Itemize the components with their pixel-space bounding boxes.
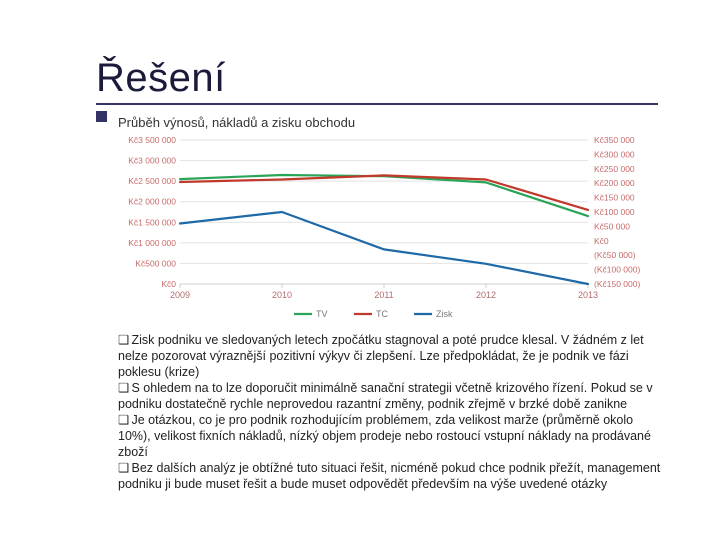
page-title: Řešení <box>96 56 658 105</box>
chart-subtitle: Průběh výnosů, nákladů a zisku obchodu <box>118 115 658 130</box>
chart-svg: Kč0 Kč500 000 Kč1 000 000 Kč1 500 000 Kč2 00… <box>118 134 648 324</box>
svg-text:Kč500 000: Kč500 000 <box>135 258 176 268</box>
accent-square-icon <box>96 111 107 122</box>
bullet-list: ❑ Zisk podniku ve sledovaných letech zpo… <box>118 332 663 492</box>
bullet-marker-icon: ❑ <box>118 332 128 348</box>
bullet-text: Je otázkou, co je pro podnik rozhodující… <box>118 413 651 459</box>
svg-text:2013: 2013 <box>578 290 598 300</box>
svg-text:2012: 2012 <box>476 290 496 300</box>
bullet-text: Zisk podniku ve sledovaných letech zpočá… <box>118 333 644 379</box>
svg-text:Kč2 500 000: Kč2 500 000 <box>128 176 176 186</box>
slide: Řešení Průběh výnosů, nákladů a zisku ob… <box>0 0 720 540</box>
bullet-text: Bez dalších analýz je obtížné tuto situa… <box>118 461 660 491</box>
svg-text:(Kč100 000): (Kč100 000) <box>594 265 640 275</box>
svg-text:Kč250 000: Kč250 000 <box>594 164 635 174</box>
svg-text:2009: 2009 <box>170 290 190 300</box>
svg-text:TC: TC <box>376 309 388 319</box>
bullet-marker-icon: ❑ <box>118 412 128 428</box>
line-chart: Kč0 Kč500 000 Kč1 000 000 Kč1 500 000 Kč2 00… <box>118 134 648 324</box>
svg-text:Kč200 000: Kč200 000 <box>594 178 635 188</box>
svg-text:Kč1 500 000: Kč1 500 000 <box>128 217 176 227</box>
svg-text:Zisk: Zisk <box>436 309 453 319</box>
svg-text:2010: 2010 <box>272 290 292 300</box>
svg-text:(Kč50 000): (Kč50 000) <box>594 250 636 260</box>
svg-text:Kč350 000: Kč350 000 <box>594 135 635 145</box>
svg-text:Kč50 000: Kč50 000 <box>594 221 630 231</box>
bullet-marker-icon: ❑ <box>118 460 128 476</box>
svg-text:Kč0: Kč0 <box>594 236 609 246</box>
svg-text:TV: TV <box>316 309 328 319</box>
svg-text:Kč3 000 000: Kč3 000 000 <box>128 156 176 166</box>
svg-text:2011: 2011 <box>374 290 393 300</box>
svg-text:Kč2 000 000: Kč2 000 000 <box>128 197 176 207</box>
svg-text:Kč3 500 000: Kč3 500 000 <box>128 135 176 145</box>
svg-text:Kč300 000: Kč300 000 <box>594 149 635 159</box>
svg-text:Kč1 000 000: Kč1 000 000 <box>128 238 176 248</box>
svg-text:Kč0: Kč0 <box>161 279 176 289</box>
svg-text:Kč150 000: Kč150 000 <box>594 193 635 203</box>
bullet-text: S ohledem na to lze doporučit minimálně … <box>118 381 653 411</box>
svg-text:(Kč150 000): (Kč150 000) <box>594 279 640 289</box>
bullet-marker-icon: ❑ <box>118 380 128 396</box>
svg-text:Kč100 000: Kč100 000 <box>594 207 635 217</box>
